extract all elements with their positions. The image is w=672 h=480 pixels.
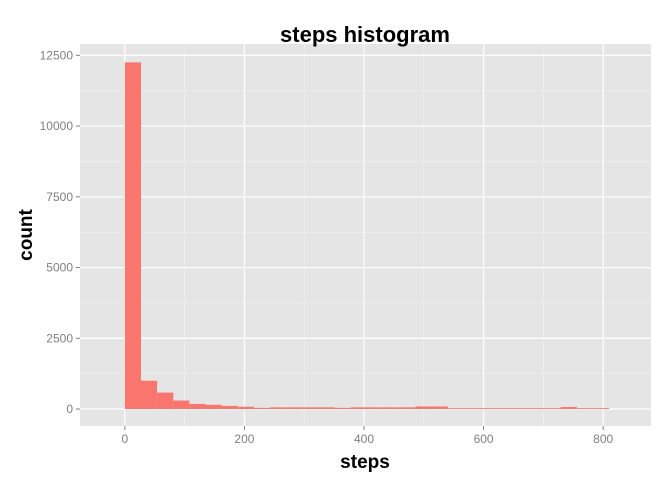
- histogram-bar: [318, 407, 335, 410]
- histogram-bar: [431, 406, 448, 410]
- y-tick-label: 5000: [46, 261, 73, 275]
- histogram-bar: [157, 392, 174, 410]
- histogram-bar: [399, 407, 416, 410]
- y-tick-label: 0: [66, 402, 73, 416]
- histogram-bar: [415, 406, 432, 410]
- major-gridlines: [80, 44, 651, 426]
- minor-gridlines: [80, 44, 651, 426]
- x-tick-label: 800: [593, 432, 613, 446]
- histogram-bar: [447, 408, 464, 410]
- histogram-bar: [576, 408, 594, 410]
- histogram-bar: [366, 407, 384, 410]
- histogram-bar: [334, 407, 351, 410]
- histogram-bar: [463, 408, 480, 410]
- y-tick-label: 12500: [40, 48, 74, 62]
- histogram-bar: [593, 408, 610, 410]
- histogram-bar: [173, 400, 190, 410]
- histogram-bars: [124, 62, 610, 410]
- histogram-bar: [124, 62, 141, 410]
- x-tick-label: 400: [354, 432, 374, 446]
- y-axis-ticks: 0 2500 5000 7500 10000 12500: [40, 48, 80, 416]
- plot-panel: [80, 44, 651, 426]
- chart-title: steps histogram: [280, 22, 450, 47]
- histogram-bar: [205, 404, 222, 410]
- y-tick-label: 7500: [46, 190, 73, 204]
- histogram-bar: [140, 380, 158, 410]
- histogram-bar: [479, 408, 497, 410]
- histogram-bar: [496, 408, 513, 410]
- histogram-bar: [544, 408, 561, 410]
- histogram-bar: [383, 407, 400, 410]
- histogram-bar: [350, 407, 367, 410]
- histogram-bar: [560, 407, 577, 410]
- x-tick-label: 0: [121, 432, 128, 446]
- y-tick-label: 2500: [46, 331, 73, 345]
- histogram-bar: [512, 408, 529, 410]
- x-axis-ticks: 0 200 400 600 800: [121, 426, 613, 446]
- x-axis-label: steps: [340, 452, 390, 473]
- histogram-bar: [286, 407, 303, 410]
- y-tick-label: 10000: [40, 119, 74, 133]
- histogram-bar: [221, 405, 238, 410]
- histogram-bar: [270, 407, 287, 410]
- histogram-bar: [253, 407, 271, 410]
- histogram-bar: [189, 403, 206, 410]
- histogram-bar: [528, 408, 545, 410]
- x-tick-label: 200: [234, 432, 254, 446]
- y-axis-label: count: [16, 208, 37, 260]
- x-tick-label: 600: [474, 432, 494, 446]
- histogram-bar: [237, 406, 254, 410]
- histogram-bar: [302, 407, 319, 410]
